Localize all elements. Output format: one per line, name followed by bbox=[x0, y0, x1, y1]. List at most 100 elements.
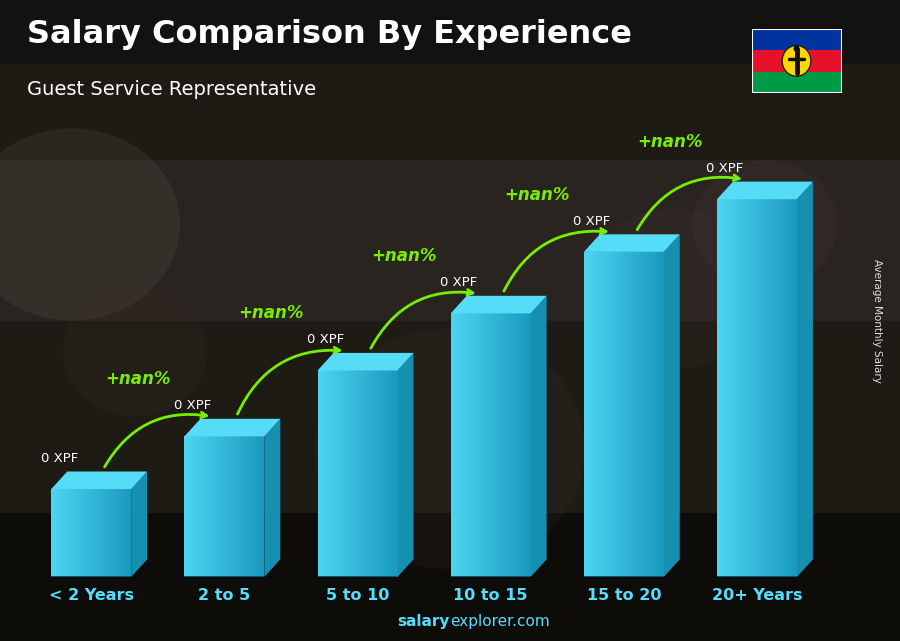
Bar bbox=[610, 252, 613, 577]
Bar bbox=[480, 313, 482, 577]
Bar bbox=[656, 252, 659, 577]
Bar bbox=[83, 489, 86, 577]
Bar bbox=[648, 252, 651, 577]
Bar bbox=[491, 313, 493, 577]
Bar bbox=[331, 370, 334, 577]
Bar bbox=[203, 437, 206, 577]
Bar bbox=[344, 370, 347, 577]
Text: +nan%: +nan% bbox=[638, 133, 703, 151]
Bar bbox=[65, 489, 68, 577]
Bar bbox=[57, 489, 59, 577]
Bar bbox=[738, 199, 741, 577]
Text: Salary Comparison By Experience: Salary Comparison By Experience bbox=[27, 19, 632, 50]
Text: 0 XPF: 0 XPF bbox=[307, 333, 344, 346]
Bar bbox=[717, 576, 796, 577]
Bar bbox=[640, 252, 643, 577]
Bar bbox=[717, 199, 720, 577]
Bar bbox=[618, 252, 621, 577]
Bar bbox=[328, 370, 331, 577]
Bar bbox=[201, 437, 203, 577]
Bar bbox=[645, 252, 648, 577]
Bar bbox=[608, 252, 610, 577]
Text: explorer.com: explorer.com bbox=[450, 615, 550, 629]
Bar bbox=[357, 370, 360, 577]
Bar bbox=[219, 437, 222, 577]
Bar bbox=[659, 252, 662, 577]
Text: 0 XPF: 0 XPF bbox=[573, 215, 610, 228]
Bar bbox=[778, 199, 781, 577]
Bar bbox=[470, 313, 472, 577]
Text: +nan%: +nan% bbox=[238, 304, 303, 322]
Bar bbox=[509, 313, 512, 577]
Bar bbox=[776, 199, 778, 577]
Bar bbox=[363, 370, 365, 577]
Bar bbox=[784, 199, 787, 577]
Bar bbox=[584, 252, 587, 577]
Polygon shape bbox=[265, 419, 280, 577]
Bar bbox=[323, 370, 326, 577]
Bar bbox=[243, 437, 246, 577]
Bar bbox=[787, 199, 789, 577]
Bar bbox=[129, 489, 131, 577]
Bar bbox=[629, 252, 632, 577]
Bar bbox=[126, 489, 129, 577]
Bar bbox=[227, 437, 230, 577]
Bar bbox=[112, 489, 115, 577]
Bar bbox=[613, 252, 616, 577]
Bar bbox=[752, 50, 842, 72]
Bar bbox=[254, 437, 256, 577]
Bar bbox=[110, 489, 112, 577]
Bar bbox=[88, 489, 92, 577]
Bar bbox=[59, 489, 62, 577]
Bar bbox=[104, 489, 107, 577]
Circle shape bbox=[794, 46, 799, 52]
Bar bbox=[720, 199, 723, 577]
Bar bbox=[467, 313, 470, 577]
Bar bbox=[507, 313, 509, 577]
Text: 0 XPF: 0 XPF bbox=[706, 162, 743, 175]
Bar bbox=[643, 252, 645, 577]
Bar bbox=[360, 370, 363, 577]
Bar bbox=[51, 489, 54, 577]
Bar bbox=[86, 489, 89, 577]
Bar bbox=[392, 370, 395, 577]
Bar bbox=[584, 576, 664, 577]
Bar bbox=[390, 370, 392, 577]
Bar bbox=[198, 437, 201, 577]
Bar bbox=[462, 313, 464, 577]
Bar bbox=[725, 199, 728, 577]
Bar bbox=[773, 199, 776, 577]
Text: +nan%: +nan% bbox=[505, 186, 570, 204]
Bar bbox=[230, 437, 232, 577]
Bar bbox=[216, 437, 220, 577]
Bar bbox=[238, 437, 240, 577]
Bar bbox=[752, 29, 842, 50]
Text: 0 XPF: 0 XPF bbox=[440, 276, 477, 289]
Bar bbox=[212, 437, 214, 577]
Text: salary: salary bbox=[398, 615, 450, 629]
Bar bbox=[757, 199, 760, 577]
Polygon shape bbox=[398, 353, 413, 577]
Bar bbox=[374, 370, 376, 577]
Bar bbox=[51, 576, 131, 577]
Bar bbox=[213, 437, 217, 577]
Bar bbox=[482, 313, 485, 577]
Bar bbox=[765, 199, 768, 577]
Text: +nan%: +nan% bbox=[372, 247, 436, 265]
Bar bbox=[464, 313, 467, 577]
Bar bbox=[54, 489, 57, 577]
Bar bbox=[206, 437, 209, 577]
Bar bbox=[99, 489, 102, 577]
Bar bbox=[395, 370, 398, 577]
Bar bbox=[107, 489, 110, 577]
Bar bbox=[595, 252, 598, 577]
Bar bbox=[118, 489, 121, 577]
Bar bbox=[320, 370, 323, 577]
Bar bbox=[355, 370, 357, 577]
Bar bbox=[73, 489, 76, 577]
Bar bbox=[634, 252, 637, 577]
Bar bbox=[621, 252, 624, 577]
Bar bbox=[770, 199, 773, 577]
Bar bbox=[477, 313, 481, 577]
Bar bbox=[382, 370, 384, 577]
